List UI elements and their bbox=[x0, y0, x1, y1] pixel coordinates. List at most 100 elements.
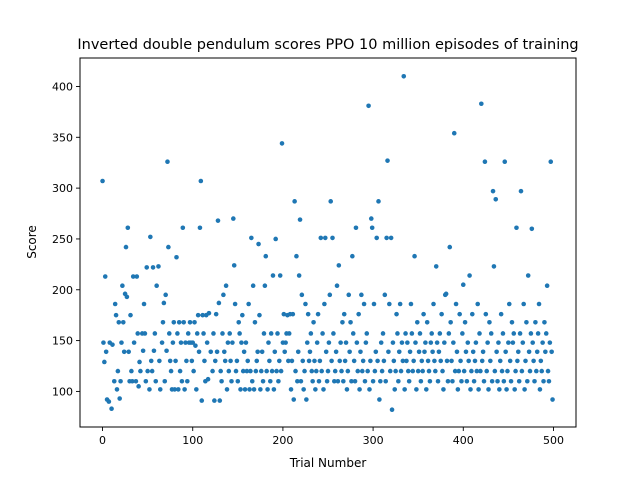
data-point bbox=[328, 199, 334, 204]
data-point bbox=[511, 331, 517, 336]
data-point bbox=[378, 378, 383, 384]
data-point bbox=[102, 274, 108, 279]
data-point bbox=[148, 358, 154, 364]
data-point bbox=[141, 301, 147, 307]
data-point bbox=[216, 300, 222, 306]
data-point bbox=[348, 320, 353, 325]
data-point bbox=[297, 217, 303, 222]
data-point bbox=[405, 340, 410, 345]
data-point bbox=[266, 340, 271, 345]
data-point bbox=[242, 387, 248, 392]
data-point bbox=[246, 301, 251, 307]
data-point bbox=[453, 301, 459, 307]
data-point bbox=[544, 283, 550, 289]
data-point bbox=[519, 368, 525, 374]
data-point bbox=[446, 331, 452, 336]
x-tick-label: 0 bbox=[99, 434, 106, 447]
data-point bbox=[434, 340, 440, 345]
data-point bbox=[215, 218, 221, 223]
data-point bbox=[367, 387, 372, 392]
data-point bbox=[116, 320, 122, 325]
data-point bbox=[190, 340, 196, 345]
data-point bbox=[344, 387, 350, 392]
data-point bbox=[329, 358, 334, 364]
data-point bbox=[410, 368, 416, 374]
data-point bbox=[229, 378, 234, 384]
data-point bbox=[430, 349, 435, 355]
data-point bbox=[309, 368, 315, 374]
data-point bbox=[414, 320, 420, 325]
data-point bbox=[376, 199, 381, 204]
data-point bbox=[483, 311, 489, 317]
chart-title: Inverted double pendulum scores PPO 10 m… bbox=[77, 37, 578, 53]
data-point bbox=[442, 340, 447, 345]
data-point bbox=[267, 378, 273, 384]
data-point bbox=[413, 340, 418, 345]
data-point bbox=[378, 340, 384, 345]
data-point bbox=[238, 387, 243, 392]
data-point bbox=[538, 358, 544, 364]
data-point bbox=[548, 159, 554, 164]
data-point bbox=[268, 331, 274, 336]
data-point bbox=[148, 234, 153, 240]
data-point bbox=[427, 378, 433, 384]
data-point bbox=[125, 225, 131, 231]
data-point bbox=[503, 349, 508, 355]
data-point bbox=[333, 349, 339, 355]
data-point bbox=[156, 264, 161, 269]
data-point bbox=[257, 312, 262, 318]
data-point bbox=[455, 387, 461, 392]
data-point bbox=[388, 235, 394, 241]
data-point bbox=[171, 320, 177, 325]
data-point bbox=[317, 358, 323, 364]
data-point bbox=[492, 368, 498, 374]
data-point bbox=[368, 216, 374, 221]
data-point bbox=[504, 387, 509, 392]
data-point bbox=[530, 340, 536, 345]
data-point bbox=[250, 283, 256, 289]
data-point bbox=[545, 368, 551, 374]
data-point bbox=[240, 368, 246, 374]
data-point bbox=[461, 368, 467, 374]
data-point bbox=[361, 301, 367, 307]
data-point bbox=[220, 331, 225, 336]
x-tick-label: 200 bbox=[272, 434, 293, 447]
data-point bbox=[145, 368, 150, 374]
data-point bbox=[380, 331, 386, 336]
data-point bbox=[473, 340, 479, 345]
data-point bbox=[543, 349, 548, 355]
data-point bbox=[436, 349, 442, 355]
data-point bbox=[533, 320, 538, 325]
data-point bbox=[484, 368, 490, 374]
data-point bbox=[185, 331, 191, 336]
data-point bbox=[350, 253, 355, 259]
data-point bbox=[474, 368, 480, 374]
data-point bbox=[307, 349, 313, 355]
data-point bbox=[488, 331, 494, 336]
data-point bbox=[247, 387, 252, 392]
data-point bbox=[540, 340, 545, 345]
data-point bbox=[261, 331, 267, 336]
data-point bbox=[335, 378, 341, 384]
data-point bbox=[140, 348, 146, 354]
data-point bbox=[415, 368, 421, 374]
data-point bbox=[106, 399, 112, 404]
data-point bbox=[312, 358, 317, 364]
data-point bbox=[111, 378, 117, 384]
data-point bbox=[422, 349, 427, 355]
data-point bbox=[128, 312, 133, 318]
data-point bbox=[311, 320, 316, 325]
data-point bbox=[320, 331, 325, 336]
data-point bbox=[235, 378, 241, 384]
data-point bbox=[157, 387, 163, 392]
data-point bbox=[466, 358, 471, 364]
data-point bbox=[390, 340, 396, 345]
data-point bbox=[534, 349, 540, 355]
data-point bbox=[161, 300, 167, 306]
data-point bbox=[323, 349, 329, 355]
data-point bbox=[325, 368, 331, 374]
data-point bbox=[501, 378, 507, 384]
data-point bbox=[408, 301, 414, 307]
data-point bbox=[296, 273, 302, 278]
data-point bbox=[234, 358, 240, 364]
